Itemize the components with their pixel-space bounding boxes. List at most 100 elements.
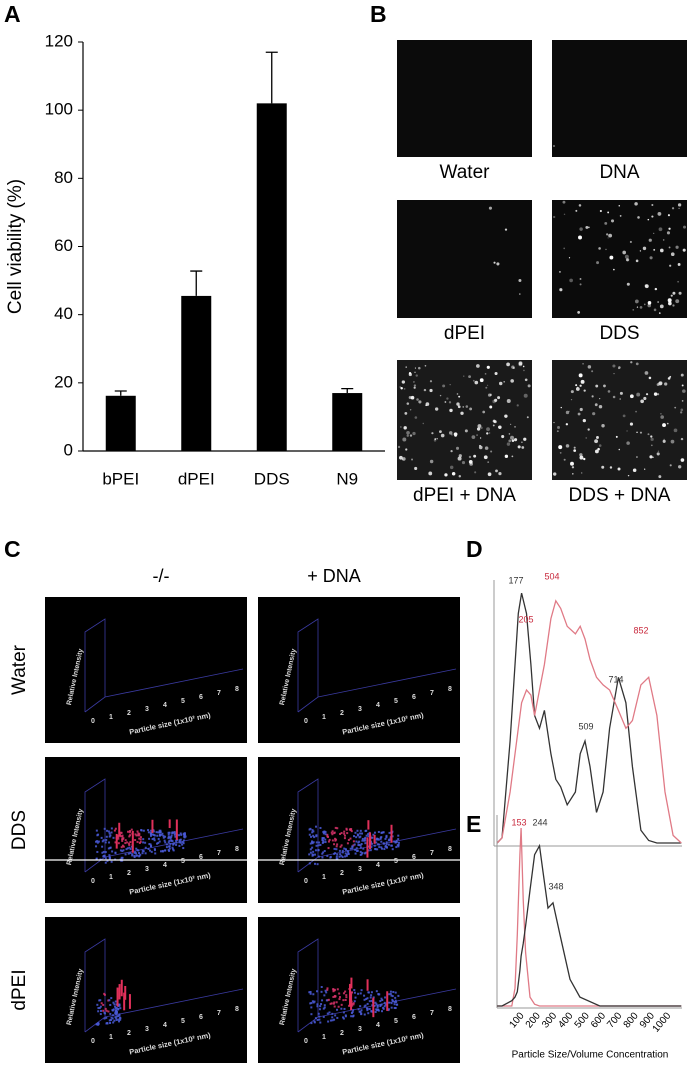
speck xyxy=(514,426,516,428)
particle xyxy=(138,842,141,845)
particle xyxy=(328,1011,331,1014)
speck xyxy=(456,393,459,395)
particle xyxy=(371,842,374,845)
particle xyxy=(345,854,348,857)
particle xyxy=(175,841,178,844)
peak-label: 153 xyxy=(511,817,526,827)
speck xyxy=(578,373,583,378)
particle xyxy=(322,1007,325,1010)
speck xyxy=(451,471,456,476)
particle xyxy=(318,841,321,844)
y-tick-label: 120 xyxy=(45,31,73,50)
particle xyxy=(310,1022,313,1025)
speck xyxy=(651,444,653,447)
speck xyxy=(400,386,403,390)
particle xyxy=(142,841,145,844)
particle xyxy=(142,829,145,832)
particle xyxy=(139,838,142,841)
speck xyxy=(472,379,475,382)
particle xyxy=(352,1003,355,1006)
speck xyxy=(591,370,594,373)
particle xyxy=(105,1009,108,1012)
particle xyxy=(172,849,175,852)
particle xyxy=(395,839,398,842)
speck xyxy=(629,240,632,244)
particle xyxy=(316,1018,319,1021)
particle xyxy=(115,1015,118,1018)
map-tick: 1 xyxy=(322,1034,326,1041)
map-tick: 7 xyxy=(430,1010,434,1017)
speck xyxy=(449,384,451,386)
particle xyxy=(161,850,164,853)
particle xyxy=(116,834,119,837)
particle xyxy=(321,856,324,859)
particle xyxy=(134,839,137,842)
spike xyxy=(369,832,372,849)
y-tick-label: 0 xyxy=(64,440,73,459)
particle xyxy=(179,832,182,835)
particle xyxy=(119,1007,122,1010)
particle xyxy=(136,854,139,857)
speck xyxy=(573,449,577,452)
speck xyxy=(453,432,458,437)
spike xyxy=(124,985,127,1000)
speck xyxy=(456,402,460,406)
row-label: DDS xyxy=(9,810,30,850)
particle xyxy=(102,855,105,858)
particle xyxy=(108,841,111,844)
speck xyxy=(657,301,659,303)
particle xyxy=(174,832,177,835)
particle xyxy=(157,831,160,834)
particle xyxy=(336,853,339,856)
speck xyxy=(474,471,477,474)
particle xyxy=(101,840,104,843)
speck xyxy=(677,203,682,207)
map-tick: 4 xyxy=(163,1022,167,1029)
spike xyxy=(372,997,375,1018)
particle xyxy=(370,999,373,1002)
map-tick: 6 xyxy=(199,854,203,861)
speck xyxy=(579,227,583,231)
particle xyxy=(156,834,159,837)
speck xyxy=(582,363,584,365)
particle xyxy=(374,847,377,850)
speck xyxy=(428,471,433,476)
map-axes xyxy=(84,618,244,713)
particle xyxy=(341,851,344,854)
speck xyxy=(647,433,650,436)
particle xyxy=(325,991,328,994)
speck xyxy=(680,437,684,441)
particle xyxy=(125,848,128,851)
peak-label: 205 xyxy=(518,614,533,624)
map-tick: 3 xyxy=(145,706,149,713)
micrograph xyxy=(552,360,687,480)
particle xyxy=(341,856,344,859)
particle xyxy=(104,1012,107,1015)
particle xyxy=(384,845,387,848)
particle xyxy=(138,837,141,840)
speck xyxy=(599,209,602,213)
particle xyxy=(114,1000,117,1003)
row-label: Water xyxy=(9,644,30,695)
particle xyxy=(139,853,142,856)
speck xyxy=(608,233,613,238)
speck xyxy=(653,248,656,251)
particle xyxy=(367,845,370,848)
micrograph xyxy=(397,200,532,318)
particle xyxy=(183,834,186,837)
particle xyxy=(308,853,311,856)
particle xyxy=(156,842,159,845)
particle xyxy=(385,834,388,837)
particle xyxy=(397,843,400,846)
particle xyxy=(342,1011,345,1014)
particle xyxy=(387,843,390,846)
speck xyxy=(497,396,501,400)
speck xyxy=(488,206,493,210)
particle xyxy=(324,989,327,992)
speck xyxy=(595,384,599,388)
particle xyxy=(110,860,113,863)
map-tick: 6 xyxy=(412,854,416,861)
speck xyxy=(568,410,570,413)
particle xyxy=(345,853,348,856)
particle xyxy=(361,851,364,854)
